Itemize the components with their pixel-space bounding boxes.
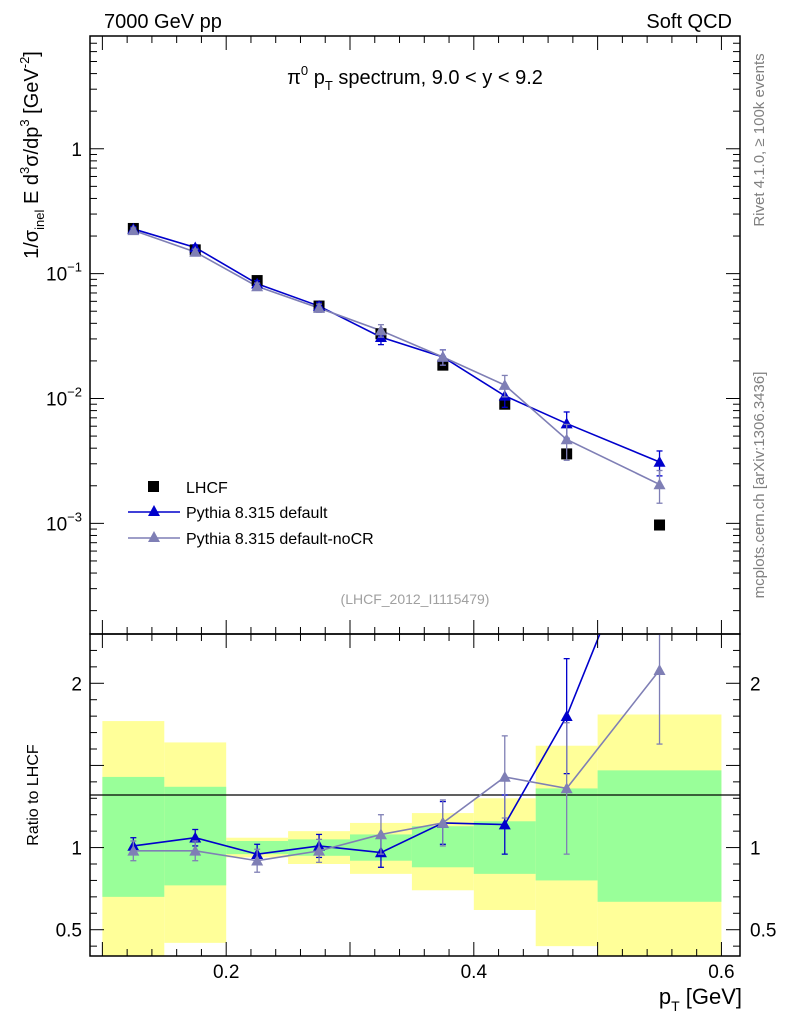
ratio-y-tick-label-right: 1 [750, 839, 761, 860]
energy-label: 7000 GeV pp [104, 11, 222, 33]
x-tick-label: 0.2 [213, 962, 239, 983]
main-series-1-point [189, 246, 202, 257]
x-axis-label: pT [GeV] [659, 984, 742, 1014]
main-y-tick-label: 10−2 [46, 384, 82, 410]
main-series-1-point [436, 350, 449, 362]
ratio-data-marks [127, 634, 666, 873]
ratio-y-tick-label-right: 0.5 [750, 921, 776, 942]
ratio-series-1-point [560, 782, 573, 794]
ratio-plot-frame [89, 633, 741, 957]
main-series-0-point [653, 456, 666, 467]
ratio-x-ticks: 0.2 0.4 0.6 [101, 634, 735, 983]
ratio-y-axis-label: Ratio to LHCF [25, 744, 42, 846]
main-series-1-point [127, 224, 140, 236]
legend-label-nocr: Pythia 8.315 default-noCR [186, 531, 374, 548]
ratio-series-0-point [189, 831, 202, 843]
green-uncertainty-band [597, 770, 722, 902]
ratio-series-1-point [251, 854, 264, 866]
main-y-tick-label: 10−1 [46, 260, 82, 286]
ratio-y-tick-label-right: 2 [750, 674, 761, 695]
analysis-id-watermark: (LHCF_2012_I1115479) [341, 591, 490, 607]
main-series-1-point [653, 478, 666, 490]
x-tick-label: 0.4 [461, 962, 488, 983]
mcplots-source-label: mcplots.cern.ch [arXiv:1306.3436] [751, 372, 768, 599]
ratio-series-1-point [313, 844, 326, 856]
ratio-y-tick-label: 0.5 [56, 921, 82, 942]
ratio-series-1-point [498, 770, 511, 782]
main-series-0-point [560, 417, 573, 429]
ratio-y-ticks: 0.5 0.5 1 1 2 2 [56, 649, 776, 947]
main-series-1-point [374, 324, 387, 336]
main-series-1-point [560, 433, 573, 445]
legend-marker-default [148, 505, 160, 516]
ratio-y-tick-label: 1 [71, 839, 82, 860]
ratio-series-1-point [189, 844, 202, 856]
green-uncertainty-band [102, 776, 165, 897]
main-y-axis-label: 1/σinel E d3σ/dp3 [GeV-2] [17, 51, 47, 259]
ratio-series-0-point [560, 710, 573, 721]
process-label: Soft QCD [646, 11, 732, 33]
main-y-tick-label: 1 [71, 140, 82, 161]
legend: LHCF Pythia 8.315 default Pythia 8.315 d… [128, 480, 374, 548]
legend-label-lhcf: LHCF [186, 480, 228, 497]
main-y-tick-label: 10−3 [46, 509, 82, 535]
x-tick-label: 0.6 [708, 962, 734, 983]
main-series-line-0 [133, 228, 660, 463]
ratio-y-tick-label: 2 [71, 674, 82, 695]
ratio-panel: 0.2 0.4 0.6 0.5 0.5 1 1 2 2 Ratio to LHCF pT [G… [25, 633, 776, 1014]
main-series-line-1 [133, 229, 660, 486]
ratio-series-1-point [436, 816, 449, 828]
lhcf-data-point [654, 519, 666, 531]
ratio-series-0-point [498, 818, 511, 830]
legend-marker-nocr [148, 531, 160, 542]
ratio-series-1-point [374, 828, 387, 840]
main-data-marks [127, 222, 666, 531]
main-series-1-point [313, 302, 326, 313]
ratio-series-1-point [653, 664, 666, 675]
legend-marker-lhcf [148, 481, 159, 492]
main-title: π0 pT spectrum, 9.0 < y < 9.2 [287, 63, 543, 93]
main-x-ticks [101, 36, 722, 634]
ratio-series-1-point [127, 844, 140, 856]
main-series-1-point [498, 379, 511, 390]
main-y-ticks: 1 10−1 10−2 10−3 [46, 35, 740, 612]
main-series-1-point [251, 280, 264, 292]
legend-label-default: Pythia 8.315 default [186, 505, 328, 522]
main-panel: 1 10−1 10−2 10−3 π0 pT spectrum, 9.0 < y < … [17, 35, 741, 635]
rivet-version-label: Rivet 4.1.0, ≥ 100k events [751, 53, 768, 226]
